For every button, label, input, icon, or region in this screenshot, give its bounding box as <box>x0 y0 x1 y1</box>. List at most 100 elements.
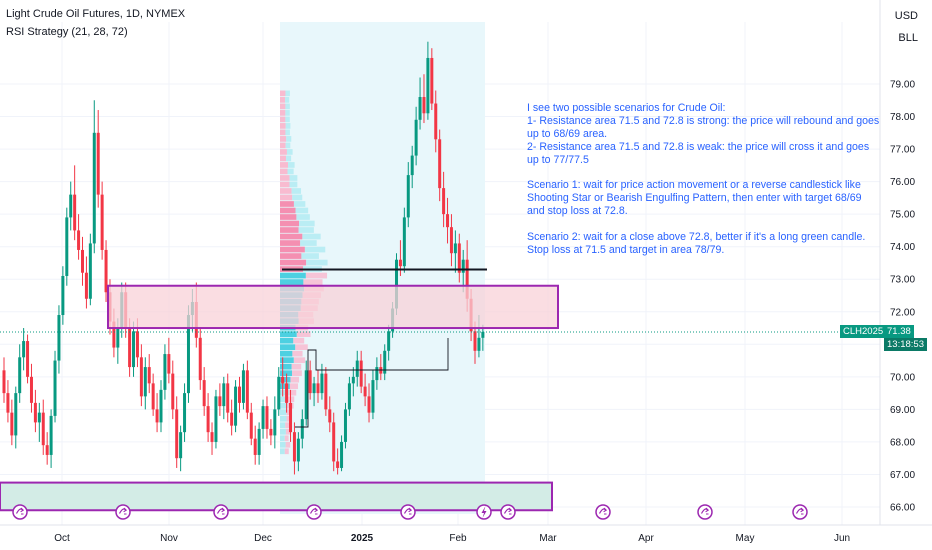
volume-bar <box>288 389 297 396</box>
candle-body <box>222 383 226 407</box>
candle-body <box>159 389 163 423</box>
candle-body <box>332 422 336 462</box>
candle-body <box>37 412 41 423</box>
skip-forward-icon <box>306 504 322 520</box>
candle-body <box>355 360 359 377</box>
volume-bar <box>280 402 288 409</box>
candle-body <box>343 409 347 442</box>
volume-bar <box>288 162 295 168</box>
volume-bar <box>280 201 294 207</box>
candle-body <box>289 402 293 433</box>
volume-bar <box>280 129 286 136</box>
volume-bar <box>300 240 317 246</box>
analysis-note[interactable]: I see two possible scenarios for Crude O… <box>527 102 892 257</box>
candle-body <box>285 383 289 403</box>
volume-bar <box>280 441 286 448</box>
candle-body <box>167 354 171 374</box>
strategy-markers <box>12 504 808 520</box>
x-tick-label: Mar <box>539 533 557 544</box>
candle-body <box>465 259 469 299</box>
countdown-tag: 13:18:53 <box>884 338 927 351</box>
volume-bar <box>280 370 293 377</box>
volume-bar <box>285 422 290 429</box>
volume-bar <box>286 136 292 142</box>
candle-body <box>171 373 175 410</box>
volume-bar <box>280 376 291 383</box>
candle-body <box>33 402 37 423</box>
volume-bar <box>286 149 293 155</box>
candle-body <box>53 360 57 416</box>
indicator-label[interactable]: RSI Strategy (21, 28, 72) <box>6 26 128 38</box>
candle-body <box>430 57 434 104</box>
candle-body <box>363 386 367 397</box>
resistance-zone[interactable] <box>107 284 559 330</box>
skip-forward-icon <box>213 504 229 520</box>
volume-bar <box>280 97 286 103</box>
unit-label[interactable]: BLL <box>898 32 918 44</box>
time-axis[interactable]: Oct Nov Dec 2025 Feb Mar Apr May Jun <box>54 533 850 544</box>
volume-bar <box>285 110 290 116</box>
volume-bar <box>287 396 295 403</box>
skip-forward-icon <box>115 504 131 520</box>
candle-body <box>2 370 6 394</box>
volume-bar <box>280 214 297 220</box>
volume-bar <box>280 344 296 351</box>
note-line: Scenario 2: wait for a close above 72.8,… <box>527 231 866 244</box>
volume-bar <box>280 389 289 396</box>
candle-body <box>457 243 461 273</box>
volume-bar <box>306 259 328 266</box>
note-line: up to 77/77.5 <box>527 153 589 166</box>
volume-bar <box>298 227 314 233</box>
candle-body <box>371 380 375 413</box>
volume-bar <box>280 136 287 142</box>
volume-bar <box>280 103 286 110</box>
volume-bar <box>280 155 287 162</box>
volume-bar <box>280 233 303 240</box>
candle-body <box>308 370 312 394</box>
candle-body <box>324 373 328 410</box>
x-tick-label: Feb <box>449 533 467 544</box>
candle-body <box>206 406 210 433</box>
candle-body <box>438 139 442 189</box>
candle-body <box>210 432 214 442</box>
y-tick-label: 74.00 <box>890 242 915 253</box>
y-tick-label: 79.00 <box>890 80 915 91</box>
candle-body <box>406 175 410 218</box>
note-line: up to 68/69 area. <box>527 127 608 140</box>
candle-body <box>45 445 49 455</box>
candle-body <box>269 428 273 436</box>
candle-body <box>81 249 84 273</box>
volume-bar <box>295 207 309 214</box>
currency-label[interactable]: USD <box>894 10 918 22</box>
candle-body <box>347 383 351 410</box>
note-line: 1- Resistance area 71.5 and 72.8 is stro… <box>527 114 880 127</box>
candle-body <box>273 409 277 436</box>
volume-bar <box>287 168 294 175</box>
y-tick-label: 78.00 <box>890 112 915 123</box>
volume-bar <box>280 175 290 181</box>
candle-body <box>300 419 304 439</box>
candles <box>2 41 485 475</box>
volume-bar <box>285 97 290 103</box>
volume-bar <box>280 110 286 116</box>
candle-body <box>395 259 398 309</box>
candle-body <box>147 367 151 384</box>
x-tick-label: Oct <box>54 533 70 544</box>
candle-body <box>10 412 14 436</box>
candle-body <box>26 341 30 377</box>
volume-bar <box>280 90 286 97</box>
x-tick-label: Apr <box>638 533 654 544</box>
candle-body <box>230 412 234 426</box>
volume-bar <box>289 175 298 181</box>
candle-body <box>214 396 218 442</box>
note-line: I see two possible scenarios for Crude O… <box>527 102 726 114</box>
price-axis[interactable]: 79.00 78.00 77.00 76.00 75.00 74.00 73.00 72.00… <box>890 80 915 514</box>
volume-bar <box>286 155 292 162</box>
support-zone[interactable] <box>0 481 553 512</box>
candle-body <box>257 428 261 455</box>
note-line: 2- Resistance area 71.5 and 72.8 is weak… <box>527 140 870 153</box>
candle-body <box>442 188 446 215</box>
candle-body <box>410 155 414 176</box>
volume-bar <box>280 272 306 279</box>
